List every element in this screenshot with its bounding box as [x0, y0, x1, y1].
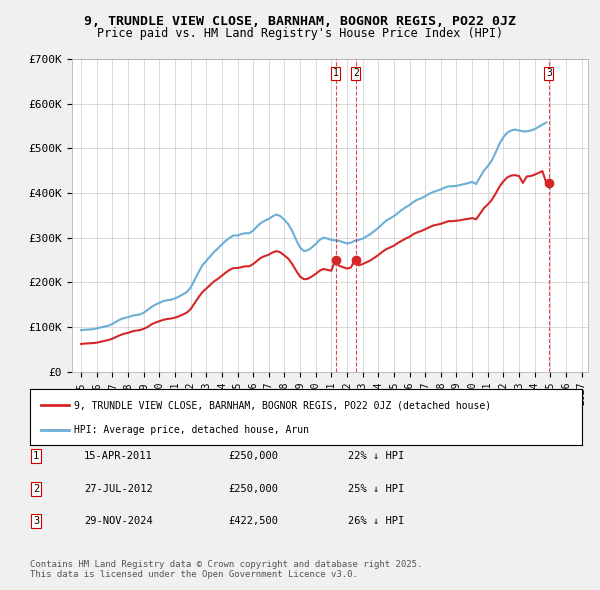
Text: 1: 1 — [333, 68, 339, 78]
Text: 22% ↓ HPI: 22% ↓ HPI — [348, 451, 404, 461]
Text: 3: 3 — [33, 516, 39, 526]
Text: Contains HM Land Registry data © Crown copyright and database right 2025.
This d: Contains HM Land Registry data © Crown c… — [30, 560, 422, 579]
Text: 25% ↓ HPI: 25% ↓ HPI — [348, 484, 404, 494]
Text: 29-NOV-2024: 29-NOV-2024 — [84, 516, 153, 526]
Text: £250,000: £250,000 — [228, 484, 278, 494]
Text: 1: 1 — [33, 451, 39, 461]
Text: 2: 2 — [33, 484, 39, 494]
Text: 26% ↓ HPI: 26% ↓ HPI — [348, 516, 404, 526]
Text: 27-JUL-2012: 27-JUL-2012 — [84, 484, 153, 494]
Text: HPI: Average price, detached house, Arun: HPI: Average price, detached house, Arun — [74, 425, 309, 435]
Text: 9, TRUNDLE VIEW CLOSE, BARNHAM, BOGNOR REGIS, PO22 0JZ (detached house): 9, TRUNDLE VIEW CLOSE, BARNHAM, BOGNOR R… — [74, 400, 491, 410]
Text: 3: 3 — [546, 68, 552, 78]
Text: £422,500: £422,500 — [228, 516, 278, 526]
Text: Price paid vs. HM Land Registry's House Price Index (HPI): Price paid vs. HM Land Registry's House … — [97, 27, 503, 40]
Text: 9, TRUNDLE VIEW CLOSE, BARNHAM, BOGNOR REGIS, PO22 0JZ: 9, TRUNDLE VIEW CLOSE, BARNHAM, BOGNOR R… — [84, 15, 516, 28]
Text: 15-APR-2011: 15-APR-2011 — [84, 451, 153, 461]
Text: £250,000: £250,000 — [228, 451, 278, 461]
Text: 2: 2 — [353, 68, 359, 78]
